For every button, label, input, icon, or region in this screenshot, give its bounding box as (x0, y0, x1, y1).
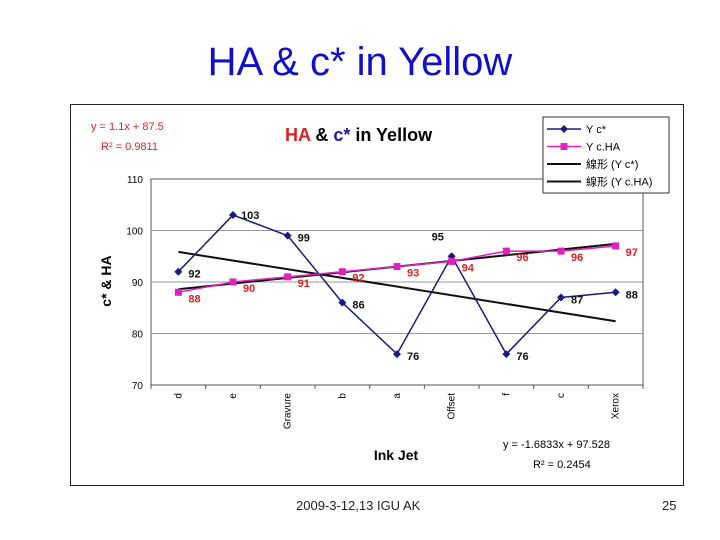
data-label: 87 (571, 294, 583, 306)
data-label: 86 (352, 300, 364, 312)
data-label: 92 (352, 273, 364, 285)
y-tick-label: 100 (126, 227, 143, 238)
data-label: 88 (626, 289, 638, 301)
chart-title: HA & c* in Yellow (285, 125, 433, 145)
chart: HA & c* in Yellow 70 80 90 100 110 d e Gravure b a… (91, 116, 670, 471)
data-point (611, 288, 620, 297)
y-tick-label: 110 (127, 175, 143, 186)
chart-frame: HA & c* in Yellow 70 80 90 100 110 d e Gravure b a… (70, 104, 684, 486)
legend-label: Y c.HA (586, 142, 621, 154)
data-label: 76 (407, 351, 419, 363)
chart-title-part: c* (333, 125, 350, 145)
data-label: 96 (571, 252, 583, 264)
legend-marker (560, 125, 568, 133)
slide-title: HA & c* in Yellow (207, 40, 513, 84)
legend-label: 線形 (Y c*) (586, 157, 638, 171)
chart-title-part: & (310, 125, 333, 145)
data-point (338, 268, 346, 276)
legend-marker (560, 143, 568, 150)
data-label: 76 (516, 351, 528, 363)
data-point (338, 298, 347, 307)
data-point (502, 247, 510, 255)
data-label: 91 (298, 278, 310, 290)
y-tick-label: 70 (132, 381, 144, 392)
trend-equation: y = 1.1x + 87.5 (91, 121, 164, 133)
y-tick-label: 80 (132, 330, 144, 341)
x-tick-label: d (173, 393, 184, 399)
chart-title-part: HA (285, 125, 311, 145)
data-point (557, 247, 565, 255)
data-point (612, 242, 620, 250)
data-point (502, 350, 511, 359)
legend-label: 線形 (Y c.HA) (586, 175, 652, 189)
data-label: 88 (188, 293, 200, 305)
data-label: 92 (188, 269, 200, 281)
trend-r2: R² = 0.2454 (533, 459, 591, 471)
footer-date: 2009-3-12,13 IGU AK (296, 498, 421, 513)
trendline (178, 250, 616, 323)
x-tick-label: Xerox (611, 393, 622, 419)
data-point (174, 267, 183, 276)
x-tick-label: f (501, 393, 512, 396)
x-tick-label: a (392, 393, 403, 399)
data-point (284, 273, 292, 281)
trend-r2: R² = 0.9811 (101, 141, 158, 153)
data-label: 94 (462, 262, 475, 274)
legend-label: Y c* (586, 124, 607, 136)
x-tick-label: c (556, 393, 567, 398)
trend-equation: y = -1.6833x + 97.528 (503, 439, 610, 451)
data-point (229, 211, 237, 220)
page-number: 25 (662, 498, 677, 513)
data-point (174, 288, 182, 296)
x-tick-label: e (228, 393, 239, 399)
data-label: 103 (241, 210, 259, 222)
chart-title-part: in Yellow (350, 125, 433, 145)
data-point (229, 278, 237, 286)
data-point (393, 263, 401, 271)
y-tick-label: 90 (132, 278, 144, 289)
y-axis-title: c* & HA (98, 255, 114, 306)
data-label: 90 (243, 283, 255, 295)
x-axis-title: Ink Jet (374, 447, 419, 463)
data-point (393, 350, 401, 359)
data-label: 93 (407, 268, 419, 280)
x-tick-label: Offset (447, 393, 458, 420)
data-point (283, 231, 292, 240)
data-label: 99 (298, 233, 310, 245)
data-label: 96 (516, 252, 528, 264)
data-point (448, 257, 456, 265)
x-tick-label: Gravure (283, 393, 294, 430)
x-tick-label: b (337, 393, 348, 399)
data-label: 97 (626, 247, 638, 259)
data-label: 95 (432, 231, 444, 243)
data-point (557, 293, 565, 302)
